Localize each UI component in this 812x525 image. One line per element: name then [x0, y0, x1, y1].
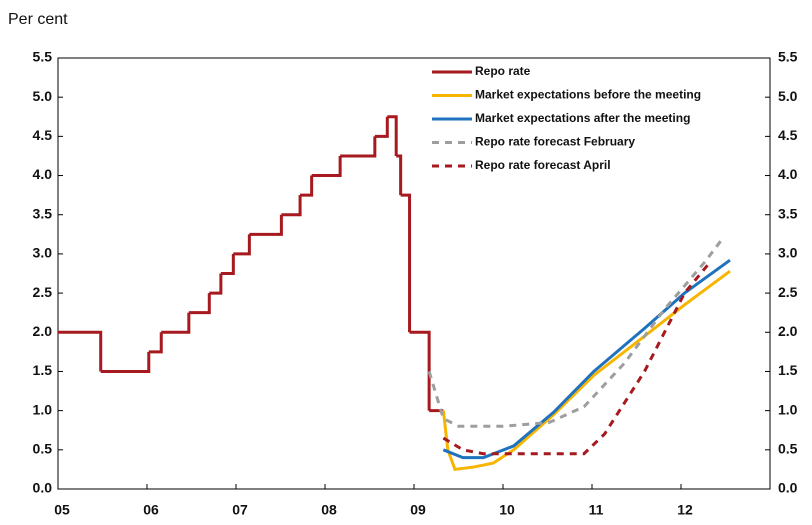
step-segment	[409, 330, 431, 411]
y-tick-label: 0.5	[33, 441, 53, 457]
y2-tick-label: 0.0	[778, 480, 798, 496]
step-segment	[58, 330, 103, 372]
legend-label: Repo rate forecast February	[475, 135, 635, 149]
x-tick-label: 09	[410, 502, 426, 518]
y2-tick-label: 5.5	[778, 49, 798, 65]
y2-tick-label: 3.5	[778, 205, 798, 221]
y-tick-label: 0.0	[33, 480, 53, 496]
step-segment	[400, 193, 412, 333]
step-segment	[233, 234, 251, 256]
step-segment	[374, 116, 389, 138]
legend-label: Repo rate forecast April	[475, 158, 611, 172]
y-axis-label: Per cent	[8, 11, 68, 28]
y-tick-label: 1.5	[33, 362, 53, 378]
step-segment	[396, 154, 403, 196]
x-tick-label: 10	[499, 502, 515, 518]
y-tick-label: 3.5	[33, 205, 53, 221]
y-tick-label: 2.0	[33, 323, 53, 339]
y-tick-label: 1.0	[33, 401, 53, 417]
y2-tick-label: 4.5	[778, 127, 798, 143]
step-segment	[249, 214, 283, 236]
y-tick-label: 2.5	[33, 284, 53, 300]
step-segment	[387, 115, 398, 156]
step-segment	[311, 155, 342, 178]
y2-tick-label: 0.5	[778, 441, 798, 457]
x-tick-label: 11	[589, 502, 604, 518]
x-tick-label: 08	[321, 502, 337, 518]
y-tick-label: 4.0	[33, 166, 53, 182]
step-segment	[100, 351, 151, 373]
x-tick-label: 05	[54, 502, 70, 518]
legend-label: Market expectations before the meeting	[475, 88, 701, 102]
legend-label: Repo rate	[475, 64, 531, 78]
step-segment	[220, 253, 235, 275]
step-segment	[340, 136, 377, 158]
step-segment	[161, 312, 191, 334]
x-tick-label: 12	[677, 502, 693, 518]
legend-label: Market expectations after the meeting	[475, 111, 690, 125]
y-tick-label: 5.5	[33, 49, 53, 65]
y2-tick-label: 2.0	[778, 323, 798, 339]
y-tick-label: 3.0	[33, 245, 53, 261]
x-tick-label: 07	[232, 502, 248, 518]
series-line	[442, 260, 712, 456]
step-segment	[209, 273, 223, 295]
series-line	[441, 269, 731, 472]
step-segment	[300, 175, 314, 197]
y2-tick-label: 1.5	[778, 362, 798, 378]
y2-tick-label: 1.0	[778, 401, 798, 417]
series-line	[442, 258, 731, 460]
step-segment	[148, 332, 163, 354]
step-segment	[188, 293, 211, 315]
x-tick-label: 06	[143, 502, 159, 518]
y2-tick-label: 4.0	[778, 166, 798, 182]
y2-tick-label: 5.0	[778, 88, 798, 104]
step-segment	[281, 195, 302, 217]
y2-tick-label: 2.5	[778, 284, 798, 300]
y-tick-label: 4.5	[33, 127, 53, 143]
y2-tick-label: 3.0	[778, 245, 798, 261]
y-tick-label: 5.0	[33, 88, 53, 104]
series-line	[427, 237, 725, 428]
